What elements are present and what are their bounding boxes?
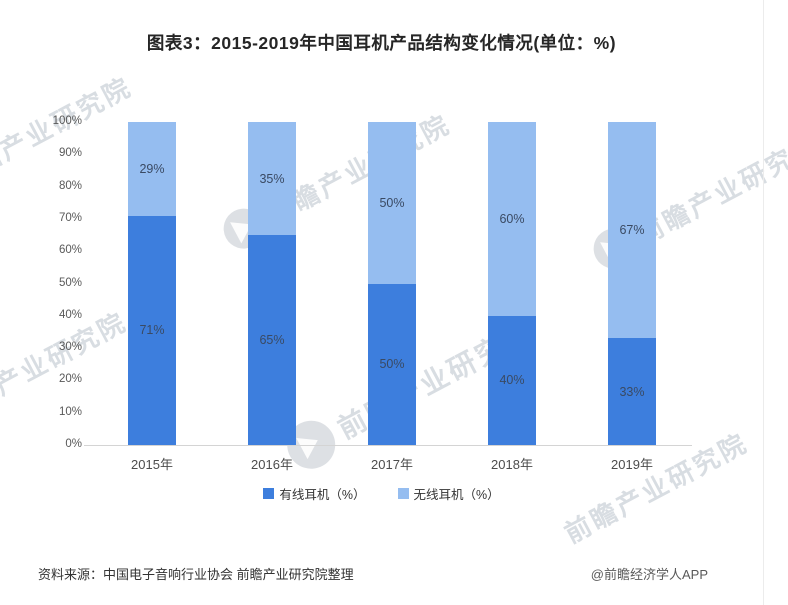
y-axis-tick-label: 40%	[58, 308, 82, 321]
stacked-bar: 67% 33%	[608, 122, 656, 445]
stacked-bar: 50% 50%	[368, 122, 416, 445]
x-axis-label: 2018年	[491, 457, 533, 472]
legend-swatch-icon	[263, 488, 275, 499]
y-axis-tick-label: 70%	[58, 211, 82, 224]
legend-item: 无线耳机（%）	[397, 484, 500, 503]
bar-column: 60% 40%	[452, 122, 572, 445]
bar-value-label: 65%	[259, 333, 285, 348]
x-axis-label: 2019年	[611, 457, 653, 472]
bar-value-label: 67%	[619, 223, 645, 238]
y-axis-tick-label: 100%	[52, 115, 82, 127]
credit-note: @前瞻经济学人APP	[590, 567, 708, 582]
stacked-bar: 60% 40%	[488, 122, 536, 445]
bar-segment: 33%	[608, 338, 656, 445]
bar-segment: 67%	[608, 122, 656, 339]
bar-value-label: 50%	[379, 357, 405, 372]
legend-item: 有线耳机（%）	[263, 484, 366, 503]
stacked-bar: 35% 65%	[248, 122, 296, 445]
y-axis-tick-label: 10%	[58, 405, 82, 418]
bar-value-label: 71%	[139, 323, 165, 338]
bar-value-label: 60%	[499, 211, 525, 226]
x-axis: 2015年 2016年 2017年 2018年 2019年	[92, 454, 692, 473]
bar-segment: 60%	[488, 122, 536, 316]
y-axis: 100% 90% 80% 70% 60% 50% 40% 30% 20% 10% 0%	[30, 115, 82, 450]
bar-value-label: 29%	[139, 161, 165, 176]
x-axis-label: 2017年	[371, 457, 413, 472]
chart-title: 图表3：2015-2019年中国耳机产品结构变化情况(单位：%)	[146, 33, 617, 53]
bar-segment: 71%	[128, 215, 176, 445]
bar-column: 67% 33%	[572, 122, 692, 445]
bar-column: 35% 65%	[212, 122, 332, 445]
bar-value-label: 35%	[259, 171, 285, 186]
y-axis-tick-label: 20%	[58, 373, 82, 386]
bar-value-label: 33%	[619, 384, 645, 399]
bar-column: 50% 50%	[332, 122, 452, 445]
page-right-border	[763, 0, 764, 605]
bar-segment: 29%	[128, 122, 176, 216]
bar-value-label: 50%	[379, 195, 405, 210]
stacked-bar: 29% 71%	[128, 122, 176, 445]
bar-segment: 65%	[248, 235, 296, 445]
y-axis-tick-label: 60%	[58, 244, 82, 257]
bar-segment: 35%	[248, 122, 296, 236]
y-axis-tick-label: 0%	[65, 438, 82, 450]
bar-segment: 50%	[368, 283, 416, 445]
x-axis-label: 2016年	[251, 457, 293, 472]
x-axis-line	[84, 445, 692, 446]
source-note: 资料来源：中国电子音响行业协会 前瞻产业研究院整理	[38, 567, 354, 582]
legend: 有线耳机（%） 无线耳机（%）	[0, 484, 763, 503]
y-axis-tick-label: 80%	[58, 179, 82, 192]
y-axis-tick-label: 30%	[58, 341, 82, 354]
legend-label: 无线耳机（%）	[413, 488, 500, 502]
plot-area: 29% 71% 35% 65% 50% 50% 60% 40% 67% 33%	[92, 122, 692, 445]
legend-swatch-icon	[397, 488, 409, 499]
legend-label: 有线耳机（%）	[279, 488, 366, 502]
bar-segment: 40%	[488, 315, 536, 445]
y-axis-tick-label: 50%	[58, 276, 82, 289]
x-axis-label: 2015年	[131, 457, 173, 472]
y-axis-tick-label: 90%	[58, 147, 82, 160]
bar-value-label: 40%	[499, 373, 525, 388]
bar-segment: 50%	[368, 122, 416, 284]
bar-column: 29% 71%	[92, 122, 212, 445]
